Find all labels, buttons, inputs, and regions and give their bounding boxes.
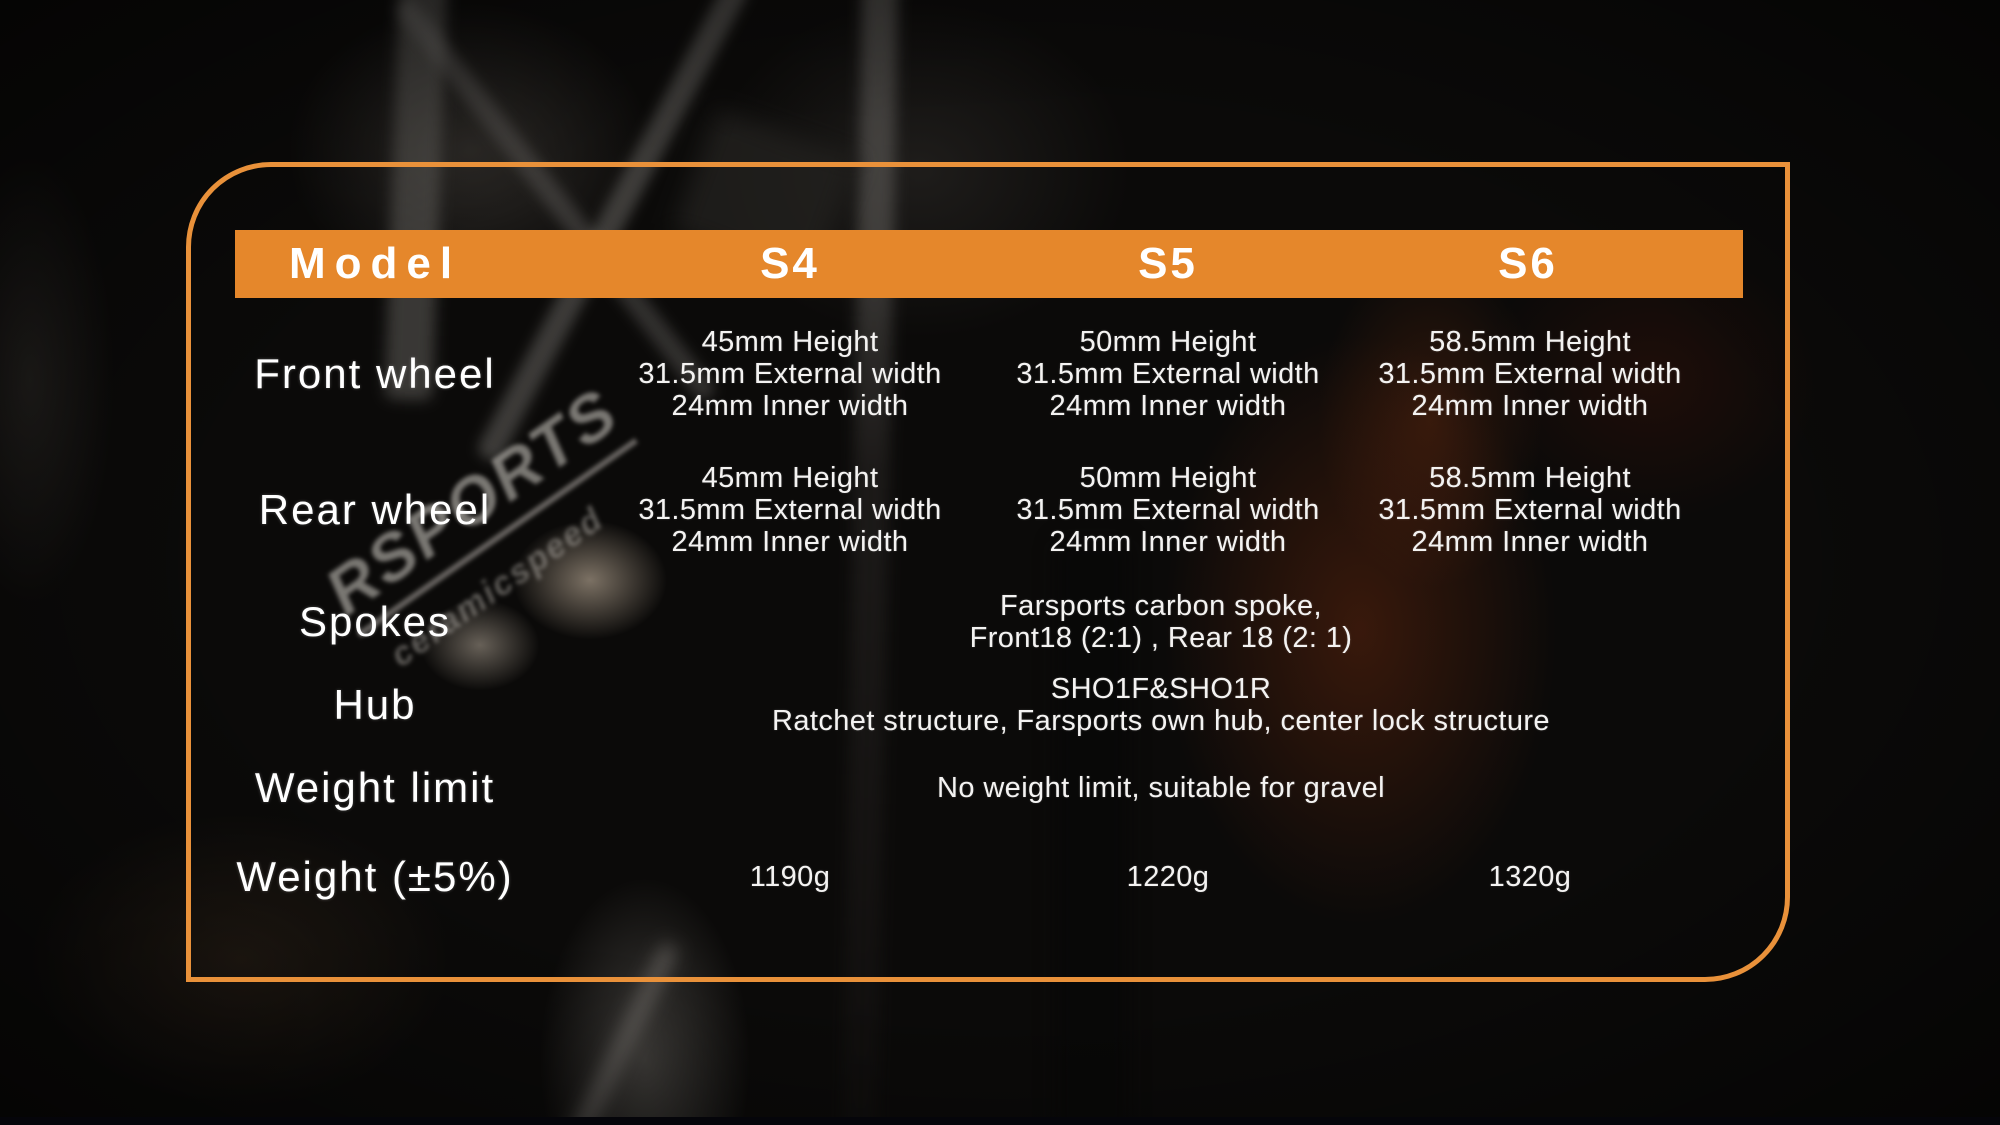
row-label-front-wheel: Front wheel [254, 350, 496, 397]
cell-spokes-merged: Farsports carbon spoke, Front18 (2:1) , … [590, 590, 1732, 654]
cell-weight-s5: 1220g [1126, 861, 1210, 893]
cell-weight-s6: 1320g [1488, 861, 1572, 893]
spec-line: 50mm Height [1079, 326, 1257, 358]
row-label-rear-wheel: Rear wheel [258, 486, 492, 533]
header-model-s5: S5 [1138, 239, 1198, 288]
spec-line: 31.5mm External width [1016, 358, 1320, 390]
cell-front-wheel-s5: 50mm Height 31.5mm External width 24mm I… [968, 326, 1368, 422]
spec-line: Ratchet structure, Farsports own hub, ce… [772, 705, 1550, 737]
header-model-s4: S4 [760, 239, 820, 288]
spec-line: 45mm Height [701, 462, 879, 494]
cell-rear-wheel-s5: 50mm Height 31.5mm External width 24mm I… [968, 462, 1368, 558]
spec-line: 58.5mm Height [1429, 326, 1631, 358]
cell-weight-s4: 1190g [749, 861, 831, 893]
bottom-edge-band [0, 1117, 2000, 1125]
spec-line: 45mm Height [701, 326, 879, 358]
cell-rear-wheel-s4: 45mm Height 31.5mm External width 24mm I… [590, 462, 990, 558]
spec-card-border [186, 162, 1790, 982]
cell-weight-limit-merged: No weight limit, suitable for gravel [590, 772, 1732, 804]
spec-line: 31.5mm External width [638, 358, 942, 390]
cell-front-wheel-s4: 45mm Height 31.5mm External width 24mm I… [590, 326, 990, 422]
spec-line: 24mm Inner width [671, 526, 909, 558]
table-header-row: Model S4 S5 S6 [235, 230, 1743, 298]
row-label-weight: Weight (±5%) [236, 853, 514, 900]
spec-line: 24mm Inner width [1411, 526, 1649, 558]
spec-line: 24mm Inner width [1049, 526, 1287, 558]
spec-line: 58.5mm Height [1429, 462, 1631, 494]
cell-rear-wheel-s6: 58.5mm Height 31.5mm External width 24mm… [1328, 462, 1732, 558]
row-label-weight-limit: Weight limit [254, 764, 496, 811]
spec-line: No weight limit, suitable for gravel [937, 772, 1385, 804]
row-label-hub: Hub [333, 681, 417, 728]
cell-hub-merged: SHO1F&SHO1R Ratchet structure, Farsports… [590, 673, 1732, 737]
spec-line: 24mm Inner width [1411, 390, 1649, 422]
header-model-s6: S6 [1498, 239, 1558, 288]
spec-line: 31.5mm External width [1016, 494, 1320, 526]
cell-front-wheel-s6: 58.5mm Height 31.5mm External width 24mm… [1328, 326, 1732, 422]
spec-line: Front18 (2:1) , Rear 18 (2: 1) [969, 622, 1353, 654]
header-model: Model [288, 239, 462, 288]
spec-line: 31.5mm External width [1378, 358, 1682, 390]
spec-line: 24mm Inner width [1049, 390, 1287, 422]
spec-line: 24mm Inner width [671, 390, 909, 422]
spec-line: 50mm Height [1079, 462, 1257, 494]
spec-line: 31.5mm External width [638, 494, 942, 526]
spec-line: Farsports carbon spoke, [1000, 590, 1322, 622]
spec-line: SHO1F&SHO1R [1050, 673, 1272, 705]
spec-line: 31.5mm External width [1378, 494, 1682, 526]
row-label-spokes: Spokes [298, 598, 452, 645]
